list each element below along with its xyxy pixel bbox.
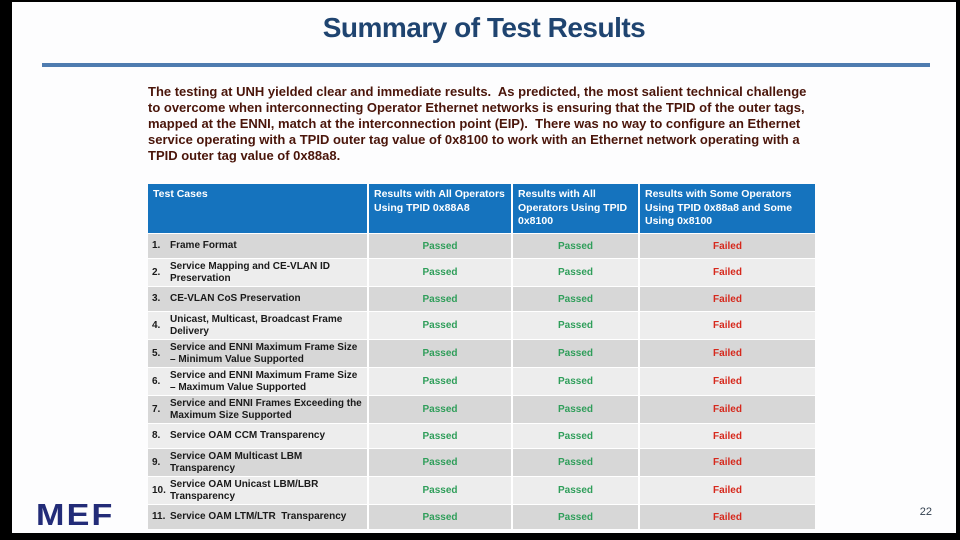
result-cell-all-operators-8100: Passed xyxy=(513,368,640,395)
test-case-cell: 11. Service OAM LTM/LTR Transparency xyxy=(148,505,369,529)
result-cell-all-operators-88a8: Passed xyxy=(369,449,513,476)
test-case-number: 5. xyxy=(152,347,161,359)
result-cell-all-operators-88a8: Passed xyxy=(369,287,513,311)
test-case-label: Service and ENNI Frames Exceeding the Ma… xyxy=(170,398,365,421)
mef-logo: MEF xyxy=(36,497,115,532)
result-cell-some-operators-mixed: Failed xyxy=(640,449,815,476)
test-case-number: 6. xyxy=(152,375,161,387)
test-case-label: Service Mapping and CE-VLAN ID Preservat… xyxy=(170,261,333,284)
test-case-label: Frame Format xyxy=(170,240,237,252)
table-row: 3. CE-VLAN CoS Preservation Passed Passe… xyxy=(148,286,815,311)
test-case-cell: 5. Service and ENNI Maximum Frame Size –… xyxy=(148,340,369,367)
table-header-row: Test Cases Results with All Operators Us… xyxy=(148,184,815,233)
result-cell-all-operators-8100: Passed xyxy=(513,424,640,448)
test-case-label: Service OAM Unicast LBM/LBR Transparency xyxy=(170,479,322,502)
result-cell-all-operators-8100: Passed xyxy=(513,259,640,286)
table-row: 4. Unicast, Multicast, Broadcast Frame D… xyxy=(148,311,815,339)
result-cell-all-operators-88a8: Passed xyxy=(369,340,513,367)
test-case-cell: 10. Service OAM Unicast LBM/LBR Transpar… xyxy=(148,477,369,504)
result-cell-all-operators-8100: Passed xyxy=(513,234,640,258)
column-header-some-operators-mixed: Results with Some Operators Using TPID 0… xyxy=(640,184,815,233)
result-cell-all-operators-8100: Passed xyxy=(513,505,640,529)
result-cell-some-operators-mixed: Failed xyxy=(640,396,815,423)
test-case-cell: 6. Service and ENNI Maximum Frame Size –… xyxy=(148,368,369,395)
table-row: 5. Service and ENNI Maximum Frame Size –… xyxy=(148,339,815,367)
result-cell-some-operators-mixed: Failed xyxy=(640,340,815,367)
result-cell-all-operators-8100: Passed xyxy=(513,449,640,476)
result-cell-some-operators-mixed: Failed xyxy=(640,259,815,286)
test-case-number: 11. xyxy=(152,511,166,523)
test-case-number: 4. xyxy=(152,319,161,331)
result-cell-all-operators-8100: Passed xyxy=(513,477,640,504)
test-case-number: 3. xyxy=(152,293,161,305)
result-cell-all-operators-88a8: Passed xyxy=(369,234,513,258)
table-body: 1. Frame Format Passed Passed Failed 2. … xyxy=(148,233,815,529)
result-cell-all-operators-88a8: Passed xyxy=(369,396,513,423)
test-case-cell: 2. Service Mapping and CE-VLAN ID Preser… xyxy=(148,259,369,286)
result-cell-all-operators-88a8: Passed xyxy=(369,259,513,286)
table-row: 9. Service OAM Multicast LBM Transparenc… xyxy=(148,448,815,476)
result-cell-all-operators-88a8: Passed xyxy=(369,312,513,339)
table-row: 8. Service OAM CCM Transparency Passed P… xyxy=(148,423,815,448)
result-cell-some-operators-mixed: Failed xyxy=(640,234,815,258)
result-cell-all-operators-8100: Passed xyxy=(513,396,640,423)
test-case-label: Service and ENNI Maximum Frame Size – Ma… xyxy=(170,370,361,393)
test-case-label: Service OAM Multicast LBM Transparency xyxy=(170,451,306,474)
result-cell-all-operators-88a8: Passed xyxy=(369,424,513,448)
table-row: 2. Service Mapping and CE-VLAN ID Preser… xyxy=(148,258,815,286)
result-cell-some-operators-mixed: Failed xyxy=(640,424,815,448)
test-case-label: Service OAM CCM Transparency xyxy=(170,430,326,442)
test-case-number: 10. xyxy=(152,484,166,496)
result-cell-some-operators-mixed: Failed xyxy=(640,505,815,529)
table-row: 7. Service and ENNI Frames Exceeding the… xyxy=(148,395,815,423)
body-paragraph: The testing at UNH yielded clear and imm… xyxy=(148,84,810,163)
slide: Summary of Test Results The testing at U… xyxy=(12,2,956,533)
result-cell-all-operators-8100: Passed xyxy=(513,312,640,339)
page-title: Summary of Test Results xyxy=(322,12,646,43)
result-cell-all-operators-8100: Passed xyxy=(513,287,640,311)
results-table: Test Cases Results with All Operators Us… xyxy=(148,184,815,529)
title-divider-line xyxy=(42,63,930,67)
test-case-cell: 3. CE-VLAN CoS Preservation xyxy=(148,287,369,311)
table-row: 10. Service OAM Unicast LBM/LBR Transpar… xyxy=(148,476,815,504)
table-row: 11. Service OAM LTM/LTR Transparency Pas… xyxy=(148,504,815,529)
test-case-number: 1. xyxy=(152,240,161,252)
test-case-label: Service and ENNI Maximum Frame Size – Mi… xyxy=(170,342,361,365)
result-cell-all-operators-88a8: Passed xyxy=(369,505,513,529)
test-case-label: Unicast, Multicast, Broadcast Frame Deli… xyxy=(170,314,346,337)
result-cell-all-operators-88a8: Passed xyxy=(369,368,513,395)
page-number: 22 xyxy=(919,506,932,518)
result-cell-all-operators-8100: Passed xyxy=(513,340,640,367)
column-header-all-operators-8100: Results with All Operators Using TPID 0x… xyxy=(513,184,640,233)
result-cell-some-operators-mixed: Failed xyxy=(640,368,815,395)
test-case-cell: 4. Unicast, Multicast, Broadcast Frame D… xyxy=(148,312,369,339)
test-case-number: 8. xyxy=(152,430,161,442)
test-case-label: CE-VLAN CoS Preservation xyxy=(170,293,301,305)
test-case-number: 9. xyxy=(152,456,161,468)
test-case-number: 2. xyxy=(152,266,161,278)
test-case-cell: 9. Service OAM Multicast LBM Transparenc… xyxy=(148,449,369,476)
table-row: 1. Frame Format Passed Passed Failed xyxy=(148,233,815,258)
column-header-test-cases: Test Cases xyxy=(148,184,369,233)
test-case-cell: 1. Frame Format xyxy=(148,234,369,258)
result-cell-some-operators-mixed: Failed xyxy=(640,287,815,311)
result-cell-all-operators-88a8: Passed xyxy=(369,477,513,504)
result-cell-some-operators-mixed: Failed xyxy=(640,312,815,339)
test-case-cell: 8. Service OAM CCM Transparency xyxy=(148,424,369,448)
column-header-all-operators-88a8: Results with All Operators Using TPID 0x… xyxy=(369,184,513,233)
test-case-number: 7. xyxy=(152,403,161,415)
test-case-label: Service OAM LTM/LTR Transparency xyxy=(170,511,347,523)
table-row: 6. Service and ENNI Maximum Frame Size –… xyxy=(148,367,815,395)
test-case-cell: 7. Service and ENNI Frames Exceeding the… xyxy=(148,396,369,423)
result-cell-some-operators-mixed: Failed xyxy=(640,477,815,504)
